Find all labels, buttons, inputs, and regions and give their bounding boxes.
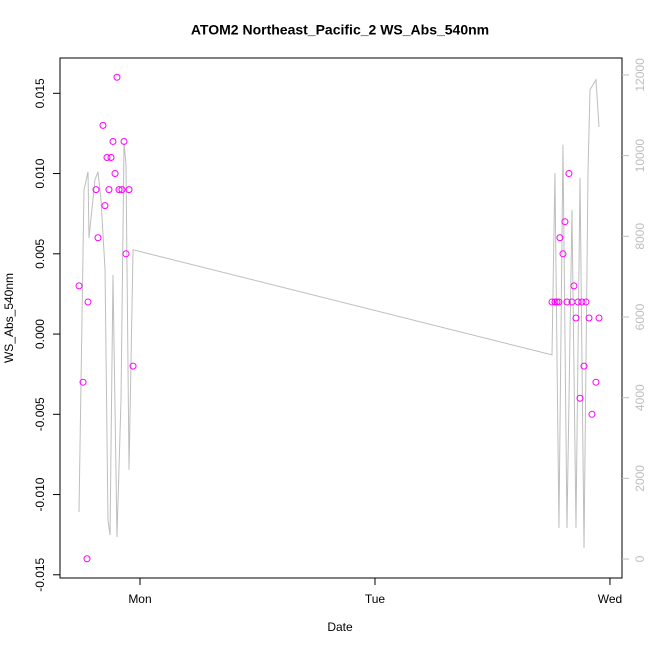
y-tick-label: -0.015 — [33, 557, 47, 591]
point — [556, 234, 564, 242]
line — [78, 78, 600, 549]
point — [107, 154, 115, 162]
point — [555, 298, 563, 306]
point — [559, 250, 567, 258]
y-tick-label: 0.010 — [33, 158, 47, 188]
x-tick-label: Tue — [365, 592, 386, 606]
x-tick-label: Mon — [128, 592, 151, 606]
y2-tick-label: 8000 — [633, 223, 647, 250]
plot-box — [59, 57, 623, 579]
y2-tick-label: 0 — [633, 555, 647, 562]
point — [120, 137, 128, 145]
y-tick-label: 0.000 — [33, 319, 47, 349]
point — [99, 121, 107, 129]
point — [570, 282, 578, 290]
point — [105, 186, 113, 194]
point — [553, 298, 561, 306]
point — [592, 378, 600, 386]
point — [115, 186, 123, 194]
point — [92, 186, 100, 194]
point — [580, 362, 588, 370]
x-axis-label: Date — [327, 620, 353, 634]
point — [113, 73, 121, 81]
point — [563, 298, 571, 306]
point — [551, 298, 559, 306]
y-tick-label: 0.015 — [33, 78, 47, 108]
point — [595, 314, 603, 322]
point — [79, 378, 87, 386]
point — [75, 282, 83, 290]
point — [561, 218, 569, 226]
point — [588, 410, 596, 418]
point — [94, 234, 102, 242]
x-tick-label: Wed — [598, 592, 622, 606]
point — [103, 154, 111, 162]
point — [84, 298, 92, 306]
point — [111, 170, 119, 178]
point — [582, 298, 590, 306]
y2-tick-label: 10000 — [633, 139, 647, 173]
y-tick-label: -0.005 — [33, 397, 47, 431]
point — [548, 298, 556, 306]
y2-tick-label: 2000 — [633, 465, 647, 492]
y2-tick-label: 4000 — [633, 384, 647, 411]
y-tick-label: 0.005 — [33, 238, 47, 268]
point — [83, 555, 91, 563]
point — [129, 362, 137, 370]
y2-tick-label: 12000 — [633, 58, 647, 92]
point — [574, 298, 582, 306]
point — [585, 314, 593, 322]
point — [125, 186, 133, 194]
point — [109, 137, 117, 145]
y-axis-label: WS_Abs_540nm — [2, 273, 16, 363]
point — [576, 394, 584, 402]
chart-title: ATOM2 Northeast_Pacific_2 WS_Abs_540nm — [191, 22, 489, 38]
point — [122, 250, 130, 258]
y-tick-label: -0.010 — [33, 477, 47, 511]
point — [578, 298, 586, 306]
point — [118, 186, 126, 194]
y2-tick-label: 6000 — [633, 303, 647, 330]
point — [565, 170, 573, 178]
point — [101, 202, 109, 210]
point — [572, 314, 580, 322]
